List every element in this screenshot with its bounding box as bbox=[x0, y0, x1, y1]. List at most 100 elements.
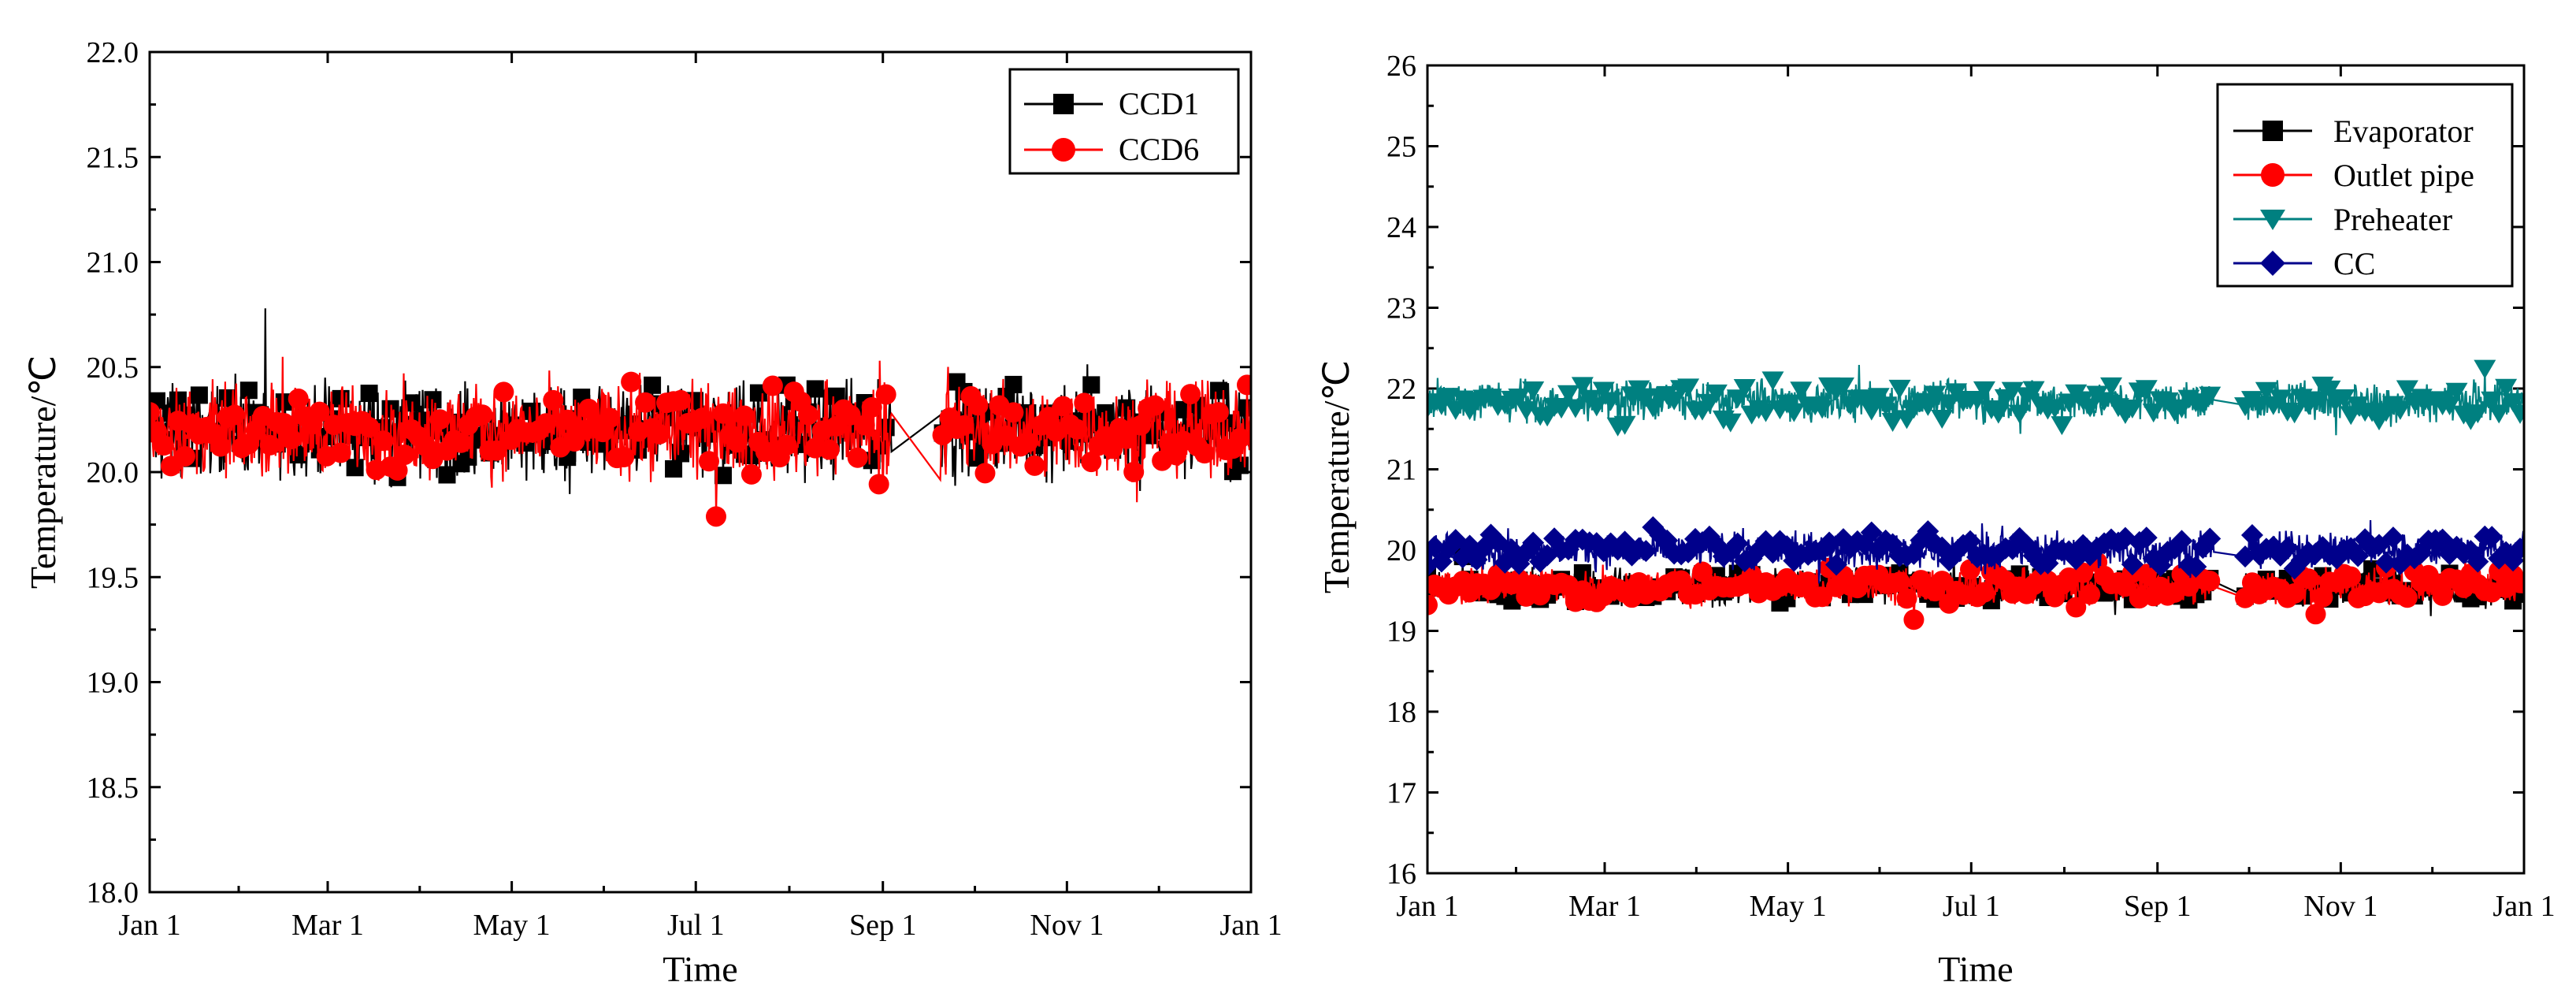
data-point bbox=[714, 467, 732, 485]
data-point bbox=[2199, 386, 2222, 406]
data-point bbox=[806, 380, 824, 398]
data-point bbox=[2248, 396, 2270, 415]
data-point bbox=[2156, 392, 2179, 411]
data-point bbox=[1783, 403, 1806, 422]
legend-entry-ccd1: CCD1 bbox=[1024, 86, 1199, 121]
data-point bbox=[741, 463, 762, 485]
data-point bbox=[776, 434, 797, 456]
data-point bbox=[1052, 396, 1074, 417]
data-point bbox=[1705, 384, 1728, 404]
data-point bbox=[493, 381, 514, 403]
data-point bbox=[1210, 381, 1228, 400]
data-point bbox=[360, 385, 378, 403]
data-point bbox=[1571, 377, 1594, 396]
data-point bbox=[1853, 389, 1876, 409]
data-point bbox=[309, 401, 330, 422]
data-point bbox=[2389, 400, 2411, 420]
data-point bbox=[2170, 530, 2193, 552]
data-point bbox=[1888, 379, 1911, 399]
x-tick-label: May 1 bbox=[473, 909, 551, 942]
y-tick-label: 24 bbox=[1386, 211, 1416, 244]
x-tick-label: Nov 1 bbox=[1030, 909, 1104, 942]
legend-marker-ccd1 bbox=[1053, 94, 1074, 114]
data-point bbox=[2022, 381, 2045, 400]
y-axis-title: Temperature/℃ bbox=[23, 355, 63, 589]
data-point bbox=[2276, 537, 2299, 560]
series-layer bbox=[150, 308, 1251, 527]
data-point bbox=[190, 386, 208, 404]
data-point bbox=[2255, 381, 2277, 401]
y-tick-label: 16 bbox=[1386, 857, 1416, 891]
data-point bbox=[1194, 443, 1216, 464]
data-point bbox=[1427, 535, 1446, 558]
data-point bbox=[2333, 389, 2355, 408]
data-point bbox=[2495, 378, 2518, 398]
data-point bbox=[1123, 461, 1145, 482]
data-point bbox=[578, 398, 599, 419]
data-point bbox=[1116, 428, 1138, 449]
data-point bbox=[2121, 553, 2144, 576]
data-point bbox=[150, 402, 160, 423]
x-tick-label: Jan 1 bbox=[1219, 909, 1282, 942]
data-point bbox=[1790, 381, 1813, 401]
data-point bbox=[387, 459, 408, 481]
series-cc bbox=[1427, 515, 2524, 584]
data-point bbox=[875, 384, 896, 405]
x-tick-label: Mar 1 bbox=[291, 909, 364, 942]
data-point bbox=[1691, 561, 1713, 582]
y-tick-label: 19 bbox=[1386, 616, 1416, 649]
x-ticks: Jan 1 Mar 1 May 1 Jul 1 Sep 1 Nov 1 Jan 1 bbox=[1396, 65, 2556, 923]
data-point bbox=[2432, 585, 2453, 606]
data-point bbox=[996, 425, 1017, 446]
legend-marker-outlet-pipe bbox=[2261, 163, 2285, 187]
x-axis-title: Time bbox=[1938, 949, 2013, 989]
data-point bbox=[472, 404, 493, 426]
data-point bbox=[672, 444, 690, 463]
data-point bbox=[599, 407, 621, 429]
data-point bbox=[797, 404, 818, 426]
data-point bbox=[543, 389, 564, 411]
data-point bbox=[2234, 545, 2257, 568]
data-point bbox=[2008, 404, 2031, 424]
legend-entry-cc: CC bbox=[2233, 246, 2375, 281]
data-point bbox=[1889, 571, 1910, 593]
data-point bbox=[288, 388, 309, 409]
data-point bbox=[1959, 530, 1982, 552]
data-point bbox=[733, 405, 755, 426]
y-tick-label: 26 bbox=[1386, 50, 1416, 83]
legend-marker-evaporator bbox=[2262, 121, 2283, 141]
data-point bbox=[2199, 571, 2221, 592]
data-point bbox=[2304, 391, 2327, 411]
y-tick-label: 21.0 bbox=[87, 247, 139, 280]
x-ticks: Jan 1 Mar 1 May 1 Jul 1 Sep 1 Nov 1 Jan 1 bbox=[118, 52, 1282, 942]
data-point bbox=[273, 413, 295, 434]
data-point bbox=[2381, 526, 2404, 549]
legend-box bbox=[2216, 83, 2514, 288]
data-point bbox=[762, 375, 783, 396]
data-point bbox=[2066, 597, 2087, 618]
data-point bbox=[1208, 402, 1230, 423]
data-point bbox=[2510, 572, 2524, 593]
data-point bbox=[2347, 545, 2370, 567]
data-point bbox=[967, 395, 989, 416]
data-point bbox=[1860, 521, 1883, 544]
x-tick-label: Jul 1 bbox=[1943, 890, 2000, 923]
y-tick-label: 22.0 bbox=[87, 36, 139, 69]
legend-marker-preheater bbox=[2260, 210, 2285, 230]
data-point bbox=[1003, 402, 1024, 423]
data-point bbox=[1613, 415, 1636, 435]
data-point bbox=[1592, 381, 1615, 401]
data-point bbox=[2142, 404, 2165, 423]
data-point bbox=[2240, 523, 2263, 546]
data-point bbox=[2135, 526, 2158, 549]
plot-frame bbox=[1426, 64, 2526, 875]
y-tick-label: 18.0 bbox=[87, 876, 139, 909]
y-tick-label: 25 bbox=[1386, 131, 1416, 164]
data-point bbox=[868, 474, 889, 495]
data-point bbox=[1931, 409, 1954, 429]
data-point bbox=[2284, 583, 2305, 604]
data-point bbox=[2481, 391, 2504, 411]
data-point bbox=[1427, 554, 1438, 577]
data-point bbox=[698, 451, 719, 472]
y-ticks: 16 17 18 19 20 21 22 23 24 25 26 bbox=[1386, 50, 2524, 891]
